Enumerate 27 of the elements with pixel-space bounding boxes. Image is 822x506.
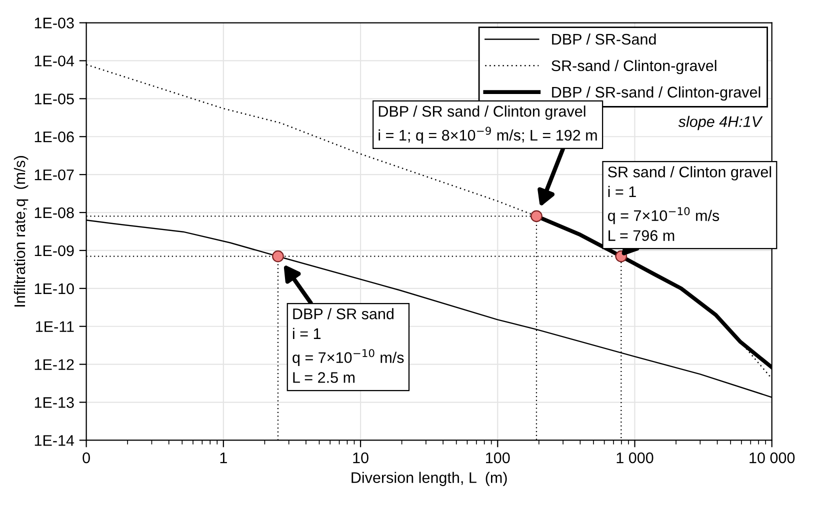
y-tick-label: 1E-14 — [34, 435, 74, 446]
legend-label: DBP / SR-Sand — [552, 33, 656, 45]
y-tick-label: 1E-04 — [34, 56, 74, 66]
y-tick-label: 1E-03 — [34, 18, 74, 28]
y-tick-label: 1E-07 — [34, 169, 74, 180]
y-tick-label: 1E-06 — [34, 131, 74, 142]
text: SR sand / Clinton gravel i = 1 q = 7×10$^{−10}$ m/s L = 796 m — [608, 166, 772, 241]
text: DBP / SR sand i = 1 q = 7×10$^{−10}$ m/s L = 2.5 m — [292, 308, 404, 383]
y-tick-label: 1E-08 — [34, 207, 74, 218]
y-tick-label: 1E-13 — [34, 397, 74, 408]
annotation: slope 4H:1V — [678, 116, 763, 130]
y-axis-title: Infiltration rate,q (m/s) — [14, 156, 28, 306]
y-tick-label: 1E-10 — [34, 283, 74, 294]
y-tick-label: 1E-11 — [36, 321, 74, 332]
x-tick-label: 100 — [486, 452, 510, 464]
legend-label: DBP / SR-sand / Clinton-gravel — [552, 86, 760, 101]
x-tick-label: 0 — [82, 452, 90, 464]
x-tick-label: 1 — [220, 452, 227, 464]
annotation: DBP / SR sand / Clinton gravel i = 1; q = 8×10$^{−9}$ m/s; L = 192 m — [378, 106, 597, 144]
legend-label: SR-sand / Clinton-gravel — [552, 60, 716, 74]
x-tick-label: 10 000 — [750, 452, 795, 464]
x-tick-label: 10 — [353, 452, 368, 464]
x-axis-title: Diversion length, L (m) — [352, 472, 507, 486]
y-tick-label: 1E-05 — [34, 94, 74, 104]
y-tick-label: 1E-09 — [34, 245, 74, 256]
x-tick-label: 1 000 — [616, 452, 654, 464]
y-tick-label: 1E-12 — [34, 359, 74, 370]
